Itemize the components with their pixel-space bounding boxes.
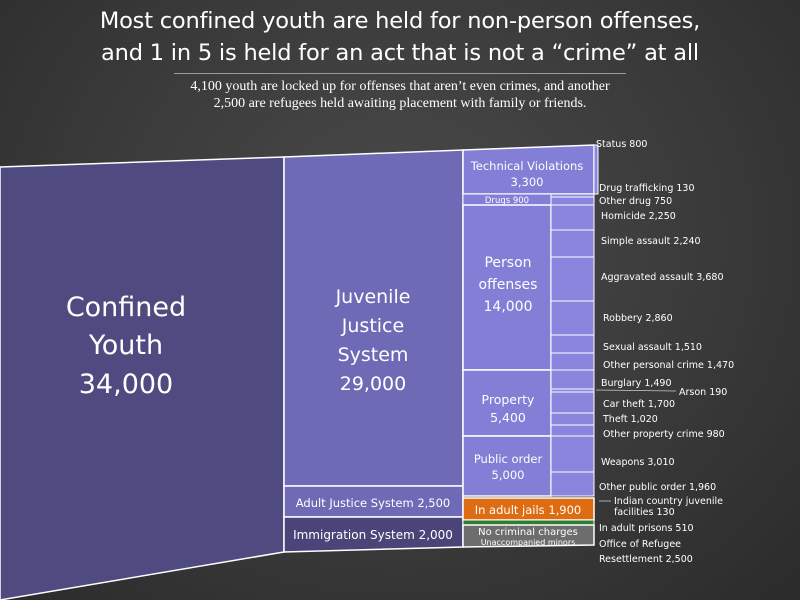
label-other-property: Other property crime 980 [603,429,725,440]
label-refugee-2: Resettlement 2,500 [599,554,693,565]
leaf-car-theft [550,391,595,414]
juvenile-label-3: System [338,344,409,366]
confined-youth-label-2: Youth [88,330,163,361]
title-divider [174,73,626,74]
no-criminal-charges-label: No criminal charges [478,527,578,538]
public-order-block [462,435,552,497]
label-sexual-assault: Sexual assault 1,510 [603,342,702,353]
public-order-value: 5,000 [492,468,525,482]
label-simple-assault: Simple assault 2,240 [601,236,701,247]
label-car-theft: Car theft 1,700 [603,399,675,410]
drugs-label: Drugs 900 [485,196,529,206]
subtitle-line-2: 2,500 are refugees held awaiting placeme… [213,96,587,111]
adult-justice-label: Adult Justice System 2,500 [296,496,451,510]
no-criminal-charges-block [462,524,595,548]
person-offenses-value: 14,000 [484,299,533,315]
leaf-other-drug [550,196,595,206]
person-offenses-label-2: offenses [479,277,538,293]
leaf-robbery [550,300,595,336]
property-label: Property [482,392,535,407]
juvenile-label-2: Justice [341,315,404,337]
confined-youth-value: 34,000 [79,369,173,400]
label-adult-prisons: In adult prisons 510 [599,523,694,534]
confined-youth-label-1: Confined [66,292,186,323]
label-indian-country-1: Indian country juvenile [614,496,723,507]
leaf-other-property [550,424,595,437]
technical-violations-value: 3,300 [511,175,544,189]
label-robbery: Robbery 2,860 [603,313,673,324]
label-weapons: Weapons 3,010 [601,457,675,468]
leaf-simple-assault [550,229,595,258]
label-other-public-order: Other public order 1,960 [599,482,716,493]
label-theft: Theft 1,020 [602,414,658,425]
label-indian-country-2: facilities 130 [614,507,675,518]
title-line-2: and 1 in 5 is held for an act that is no… [101,40,699,66]
title-line-1: Most confined youth are held for non-per… [99,8,701,34]
label-homicide: Homicide 2,250 [601,211,676,222]
property-block [462,369,552,437]
technical-violations-label: Technical Violations [470,159,584,173]
leaf-homicide [550,204,595,231]
label-aggravated-assault: Aggravated assault 3,680 [601,272,724,283]
juvenile-label-1: Juvenile [335,286,411,308]
label-burglary: Burglary 1,490 [601,378,672,389]
leaf-other-personal [550,352,595,371]
leaf-weapons [550,435,595,473]
label-drug-trafficking: Drug trafficking 130 [599,183,695,194]
leaf-other-public-order [550,471,595,497]
no-criminal-charges-sublabel: Unaccompanied minors [481,538,576,547]
person-offenses-label-1: Person [484,255,531,271]
in-adult-jails-label: In adult jails 1,900 [475,503,582,517]
label-status: Status 800 [596,139,647,150]
label-other-personal: Other personal crime 1,470 [603,360,734,371]
juvenile-value: 29,000 [340,373,406,395]
leaf-aggravated-assault [550,256,595,302]
label-arson: Arson 190 [679,387,727,398]
leaf-burglary [550,369,595,390]
label-other-drug: Other drug 750 [599,196,672,207]
property-value: 5,400 [490,410,526,425]
immigration-label: Immigration System 2,000 [293,528,453,542]
label-refugee-1: Office of Refugee [599,539,681,550]
leaf-status [593,144,599,195]
leaf-sexual-assault [550,334,595,354]
public-order-label: Public order [474,452,543,466]
subtitle-line-1: 4,100 youth are locked up for offenses t… [190,79,610,94]
leaf-theft [550,412,595,426]
arson-leader-line [595,389,677,392]
